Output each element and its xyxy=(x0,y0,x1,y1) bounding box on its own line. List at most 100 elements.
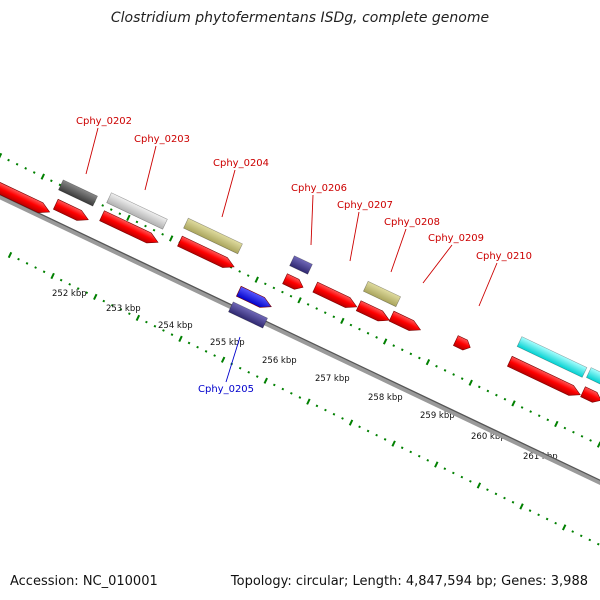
outer-tick-mark xyxy=(40,173,45,180)
inner-tick-mark xyxy=(417,454,421,458)
cyan-feature xyxy=(516,336,588,378)
outer-tick-mark xyxy=(503,397,507,401)
inner-tick-mark xyxy=(391,440,396,447)
grey-feature xyxy=(106,192,168,230)
inner-tick-mark xyxy=(272,383,276,387)
gene-leader-line xyxy=(310,194,314,246)
inner-tick-mark xyxy=(93,293,98,301)
inner-tick-mark xyxy=(596,542,600,546)
inner-tick-mark xyxy=(469,479,472,483)
gene-label: Cphy_0205 xyxy=(198,384,254,395)
inner-tick-mark xyxy=(476,482,482,489)
cds-arrow xyxy=(355,300,390,322)
outer-tick-mark xyxy=(15,162,19,166)
cyan-feature-shape xyxy=(516,336,588,378)
outer-tick-mark xyxy=(118,212,122,216)
feature-layer xyxy=(0,176,600,403)
outer-tick-mark xyxy=(452,373,455,376)
inner-tick-mark xyxy=(486,488,489,492)
outer-tick-mark xyxy=(340,317,345,325)
ruler-label: 260 kbp xyxy=(471,432,506,442)
gene-leader-line xyxy=(221,169,236,218)
inner-tick-mark xyxy=(443,467,447,471)
outer-tick-mark xyxy=(358,327,361,331)
gene-label: Cphy_0208 xyxy=(384,217,440,228)
outer-tick-mark xyxy=(297,297,302,304)
khaki-feature xyxy=(362,280,402,308)
outer-tick-mark xyxy=(400,348,404,352)
outer-tick-mark xyxy=(144,224,147,228)
cds-arrow-shape xyxy=(388,310,422,331)
outer-tick-mark xyxy=(425,358,431,366)
inner-tick-mark xyxy=(17,257,20,261)
outer-tick-mark xyxy=(477,385,481,389)
gene-label: Cphy_0203 xyxy=(134,134,190,145)
inner-tick-mark xyxy=(561,524,567,531)
cds-arrow xyxy=(0,176,51,213)
gene-label: Cphy_0206 xyxy=(291,183,347,194)
cds-arrow-shape xyxy=(453,335,471,351)
ruler-label: 255 kbp xyxy=(210,338,245,348)
inner-tick-mark xyxy=(76,287,80,290)
inner-tick-mark xyxy=(571,530,575,533)
accession-text: Accession: NC_010001 xyxy=(10,574,158,589)
inner-tick-mark xyxy=(545,517,549,521)
inner-tick-mark xyxy=(579,534,583,538)
cds-arrow xyxy=(282,273,304,290)
inner-tick-mark xyxy=(68,283,72,286)
inner-tick-mark xyxy=(59,278,63,282)
cds-arrow xyxy=(52,198,89,221)
ruler-label: 252 kbp xyxy=(52,289,87,299)
inner-tick-mark xyxy=(119,308,123,311)
gene-leader-line xyxy=(390,228,407,273)
cds-arrow xyxy=(507,355,581,396)
gene-leader-line xyxy=(349,211,360,262)
inner-tick-mark xyxy=(7,251,13,259)
ruler-label: 259 kbp xyxy=(420,411,455,421)
inner-tick-mark xyxy=(332,412,336,416)
cds-arrow-shape xyxy=(507,355,581,396)
outer-tick-mark xyxy=(281,290,284,294)
inner-tick-mark xyxy=(348,419,354,426)
ruler-layer: 252 kbp 253 kbp 254 kbp 255 kbp 256 kbp 257 k… xyxy=(0,152,600,546)
grey-feature-shape xyxy=(58,179,98,207)
blue-feature-shape xyxy=(235,285,272,308)
inner-tick-mark xyxy=(554,521,557,525)
cds-arrow-shape xyxy=(312,281,358,308)
inner-tick-mark xyxy=(341,417,344,420)
inner-tick-mark xyxy=(85,291,89,295)
backbone-layer xyxy=(0,193,600,486)
outer-tick-mark xyxy=(161,232,164,236)
outer-tick-mark xyxy=(443,369,447,372)
inner-tick-mark xyxy=(196,345,199,349)
inner-tick-mark xyxy=(528,509,532,512)
ruler-label: 258 kbp xyxy=(368,393,403,403)
inner-tick-mark xyxy=(50,272,55,280)
outer-tick-mark xyxy=(554,420,559,428)
outer-tick-mark xyxy=(486,389,490,393)
cds-arrow-shape xyxy=(0,176,51,213)
inner-tick-mark xyxy=(145,320,148,324)
outer-tick-mark xyxy=(306,303,310,306)
gene-label: Cphy_0207 xyxy=(337,200,393,211)
khaki-feature xyxy=(183,217,243,255)
inner-tick-mark xyxy=(204,350,208,353)
outer-tick-mark xyxy=(468,379,473,386)
inner-tick-mark xyxy=(102,299,106,303)
outer-tick-mark xyxy=(238,270,241,273)
inner-tick-mark xyxy=(409,450,413,454)
navy-feature xyxy=(289,255,313,275)
outer-tick-mark xyxy=(272,286,276,290)
cds-arrow-shape xyxy=(99,210,159,244)
inner-tick-mark xyxy=(460,475,464,479)
inner-tick-mark xyxy=(281,387,285,391)
inner-tick-mark xyxy=(255,375,259,378)
blue-feature xyxy=(235,285,272,308)
inner-tick-mark xyxy=(25,262,29,265)
outer-tick-mark xyxy=(546,418,550,422)
inner-tick-mark xyxy=(511,500,515,504)
outer-tick-mark xyxy=(511,400,516,407)
outer-tick-mark xyxy=(520,406,524,409)
cds-arrow xyxy=(453,335,471,351)
